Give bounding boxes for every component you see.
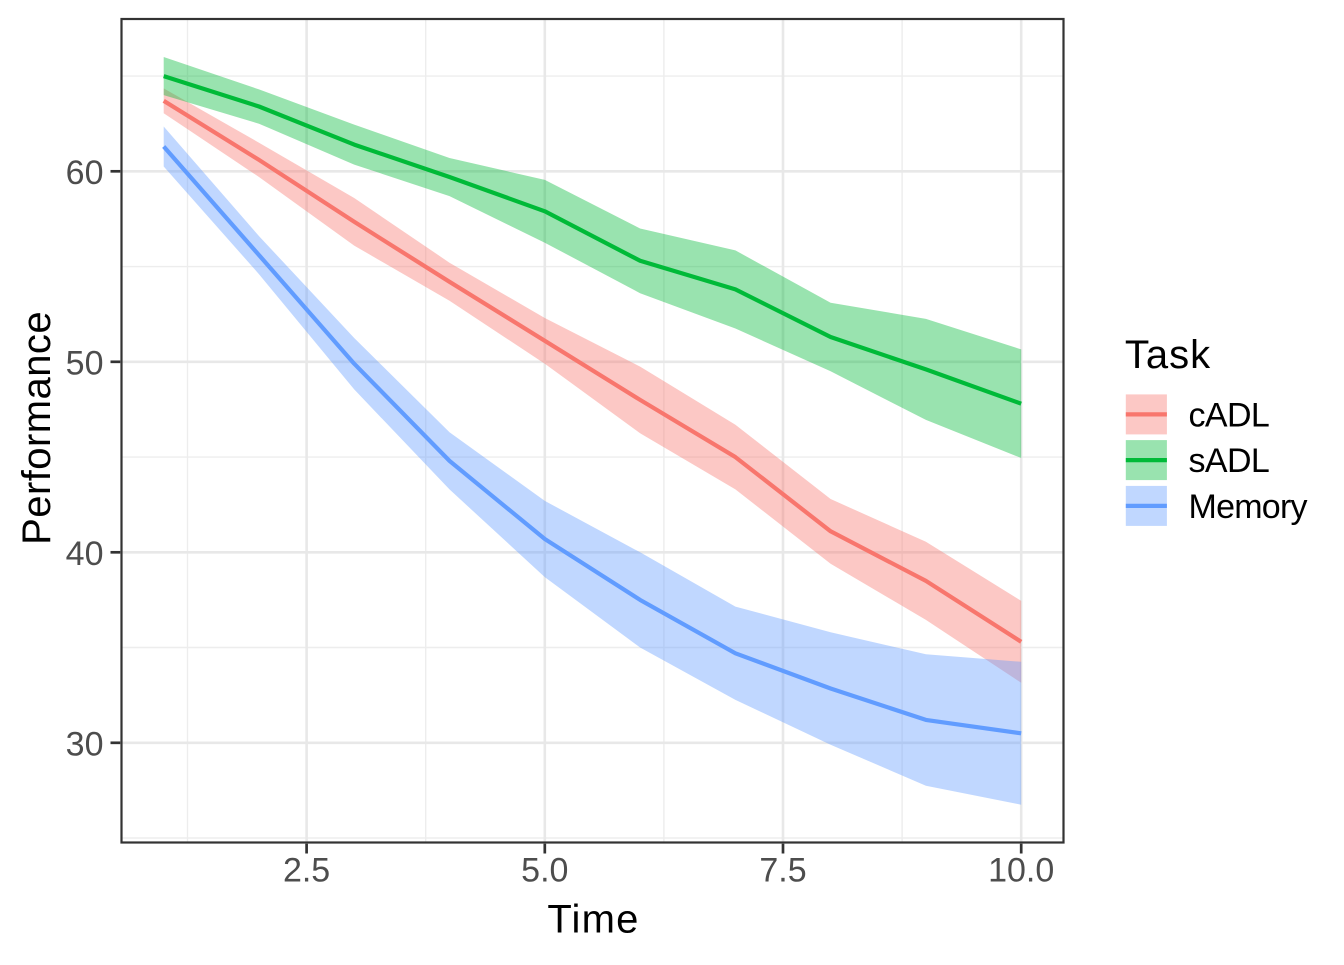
svg-text:Time: Time (547, 898, 639, 942)
svg-text:Memory: Memory (1189, 488, 1308, 526)
svg-text:7.5: 7.5 (759, 851, 806, 889)
svg-text:50: 50 (66, 344, 104, 382)
svg-text:Performance: Performance (15, 311, 59, 545)
svg-text:40: 40 (66, 535, 104, 573)
svg-text:cADL: cADL (1189, 396, 1270, 434)
svg-text:Task: Task (1125, 333, 1211, 377)
svg-text:30: 30 (66, 725, 104, 763)
svg-text:10.0: 10.0 (988, 851, 1054, 889)
svg-text:2.5: 2.5 (283, 851, 330, 889)
svg-text:5.0: 5.0 (521, 851, 568, 889)
svg-text:60: 60 (66, 154, 104, 192)
svg-text:sADL: sADL (1189, 442, 1270, 480)
